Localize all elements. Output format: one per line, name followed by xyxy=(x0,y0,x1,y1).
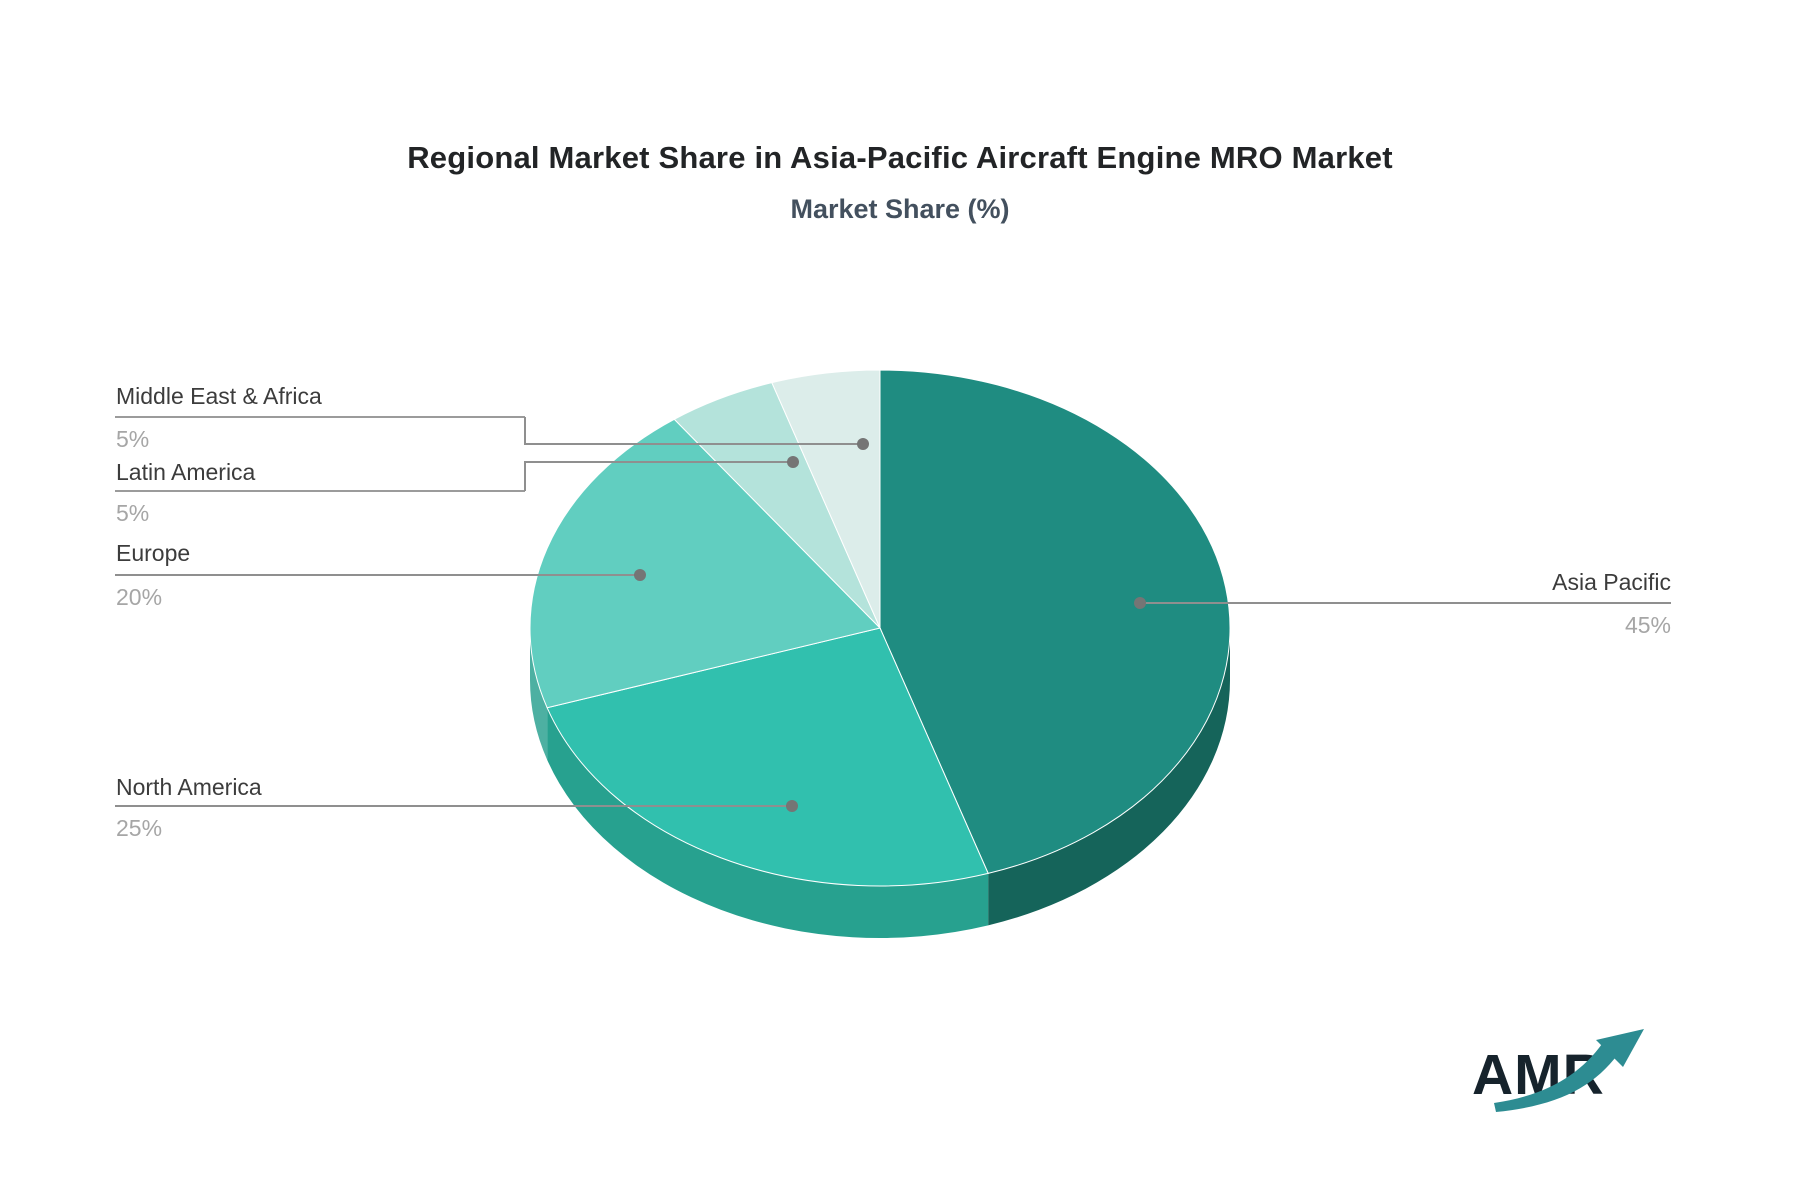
leader-dot xyxy=(634,569,646,581)
leader-line xyxy=(524,417,863,445)
slice-label: Europe xyxy=(116,540,190,566)
callout-middle-east-africa: Middle East & Africa 5% xyxy=(115,383,869,452)
slice-label: Middle East & Africa xyxy=(116,383,322,409)
leader-dot xyxy=(786,800,798,812)
callout-latin-america: Latin America 5% xyxy=(115,456,799,526)
slice-label: North America xyxy=(116,774,262,800)
callout-europe: Europe 20% xyxy=(115,540,646,610)
leader-line xyxy=(524,461,793,491)
slice-value: 5% xyxy=(116,500,149,526)
amr-logo-arrowhead-icon xyxy=(1596,1029,1644,1067)
slice-value: 20% xyxy=(116,584,162,610)
callout-north-america: North America 25% xyxy=(115,774,798,841)
pie-slice-middle-east-africa[interactable] xyxy=(771,369,881,629)
slice-label: Asia Pacific xyxy=(1552,569,1671,595)
pie-slice-asia-pacific[interactable] xyxy=(879,369,1231,874)
amr-logo-swoosh-icon xyxy=(1494,1044,1618,1112)
pie-slice-north-america[interactable] xyxy=(546,627,989,887)
pie xyxy=(529,369,1231,938)
leader-dot xyxy=(857,438,869,450)
slice-value: 25% xyxy=(116,815,162,841)
slice-label: Latin America xyxy=(116,459,256,485)
amr-logo: AMR xyxy=(1472,1029,1644,1112)
leader-dot xyxy=(1134,597,1146,609)
pie-rim-asia-pacific xyxy=(988,628,1230,926)
pie-rim-north-america xyxy=(547,707,989,938)
leader-dot xyxy=(787,456,799,468)
callout-asia-pacific: Asia Pacific 45% xyxy=(1134,569,1671,638)
chart-subtitle: Market Share (%) xyxy=(790,194,1010,224)
slice-value: 5% xyxy=(116,426,149,452)
slice-value: 45% xyxy=(1625,612,1671,638)
chart-title: Regional Market Share in Asia-Pacific Ai… xyxy=(407,140,1393,175)
pie-rim-europe xyxy=(530,628,548,760)
